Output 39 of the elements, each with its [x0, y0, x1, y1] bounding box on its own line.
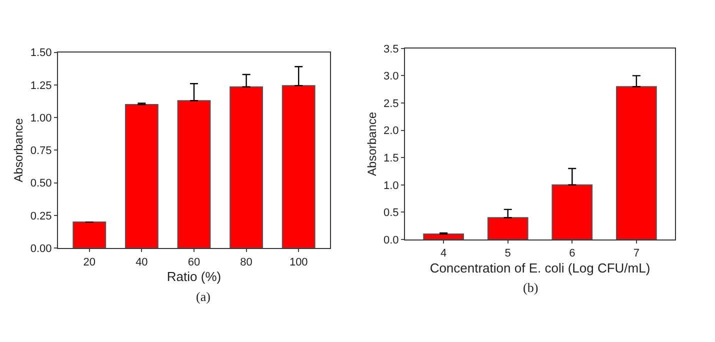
y-tick-label: 3.0: [384, 70, 399, 83]
bar: [552, 184, 593, 240]
x-tick-label: 7: [633, 248, 640, 260]
x-tick-label: 4: [440, 248, 447, 260]
x-tick-label: 100: [289, 256, 308, 268]
x-tick-label: 20: [83, 256, 96, 268]
y-axis-title: Absorbance: [364, 112, 379, 176]
x-axis-title: Ratio (%): [166, 268, 222, 284]
x-tick-label: 6: [569, 248, 576, 260]
y-tick-label: 2.0: [384, 125, 399, 138]
y-tick-label: 0.50: [30, 178, 52, 190]
y-tick-label: 0.5: [384, 207, 399, 220]
x-tick-label: 80: [240, 256, 252, 268]
x-tick-label: 40: [136, 256, 148, 268]
bar: [124, 104, 158, 248]
y-tick-label: 2.5: [384, 98, 399, 110]
bar: [282, 85, 316, 248]
y-tick-label: 0.25: [30, 210, 52, 222]
x-tick-label: 60: [188, 256, 200, 268]
text: (a): [196, 289, 210, 304]
y-tick-label: 1.00: [30, 112, 52, 124]
y-tick-label: 3.5: [384, 43, 399, 56]
y-tick-label: 0.00: [30, 243, 52, 256]
x-tick-label: 5: [504, 248, 511, 260]
bar: [177, 100, 211, 248]
bar: [487, 217, 528, 240]
bar: [616, 86, 657, 240]
y-tick-label: 1.25: [30, 80, 52, 92]
y-tick-label: 0.75: [30, 145, 52, 158]
y-tick-label: 1.50: [30, 47, 52, 60]
y-axis-title: Absorbance: [12, 118, 26, 182]
y-tick-label: 0.0: [384, 234, 399, 246]
bar: [230, 86, 264, 248]
text: (b): [523, 280, 538, 295]
bar: [72, 222, 106, 248]
bar: [423, 234, 464, 240]
x-axis-title: Concentration of E. coli (Log CFU/mL): [430, 260, 650, 276]
y-tick-label: 1.0: [384, 180, 399, 192]
y-tick-label: 1.5: [384, 152, 399, 164]
